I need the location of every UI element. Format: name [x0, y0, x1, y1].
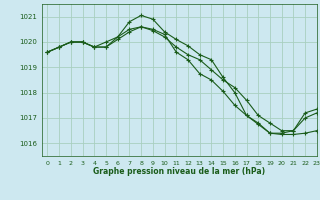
X-axis label: Graphe pression niveau de la mer (hPa): Graphe pression niveau de la mer (hPa) — [93, 167, 265, 176]
